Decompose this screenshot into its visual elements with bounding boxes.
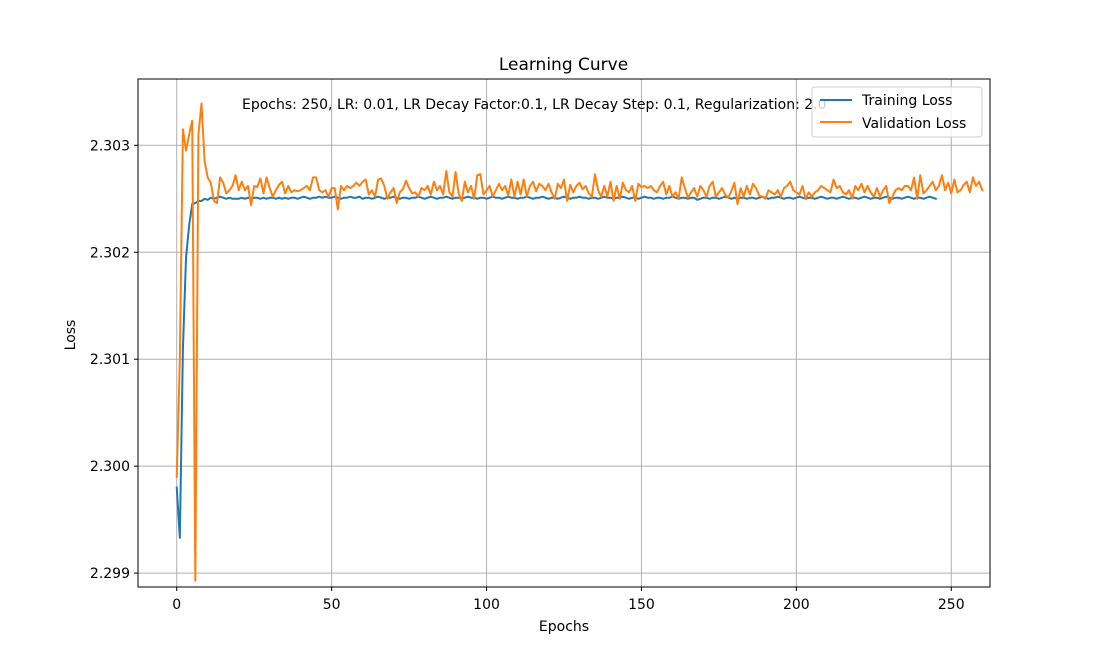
x-axis-ticks: 0 50 100 150 200 250 — [172, 587, 965, 613]
y-axis-label: Loss — [63, 320, 79, 351]
y-tick-label: 2.302 — [90, 245, 130, 261]
x-tick-label: 200 — [783, 597, 810, 613]
x-axis-label: Epochs — [539, 619, 589, 635]
series-line-training-loss — [175, 195, 938, 539]
y-tick-label: 2.300 — [90, 459, 130, 475]
legend-box — [811, 86, 983, 138]
x-tick-label: 0 — [172, 597, 181, 613]
y-tick-label: 2.303 — [90, 138, 130, 154]
y-tick-label: 2.301 — [90, 352, 130, 368]
x-tick-label: 150 — [628, 597, 655, 613]
legend-label-training: Training Loss — [861, 93, 952, 109]
chart-title: Learning Curve — [499, 55, 628, 75]
y-tick-label: 2.299 — [90, 566, 130, 582]
legend: Training Loss Validation Loss — [811, 86, 983, 138]
series-line-validation-loss — [175, 102, 984, 582]
y-axis-ticks: 2.299 2.300 2.301 2.302 2.303 — [90, 138, 138, 582]
legend-label-validation: Validation Loss — [862, 116, 966, 132]
x-tick-label: 100 — [473, 597, 500, 613]
series-layer — [175, 102, 984, 582]
chart-annotation: Epochs: 250, LR: 0.01, LR Decay Factor:0… — [242, 97, 827, 113]
grid — [138, 79, 990, 587]
x-tick-label: 250 — [938, 597, 965, 613]
plot-frame — [137, 78, 991, 588]
x-tick-label: 50 — [323, 597, 341, 613]
